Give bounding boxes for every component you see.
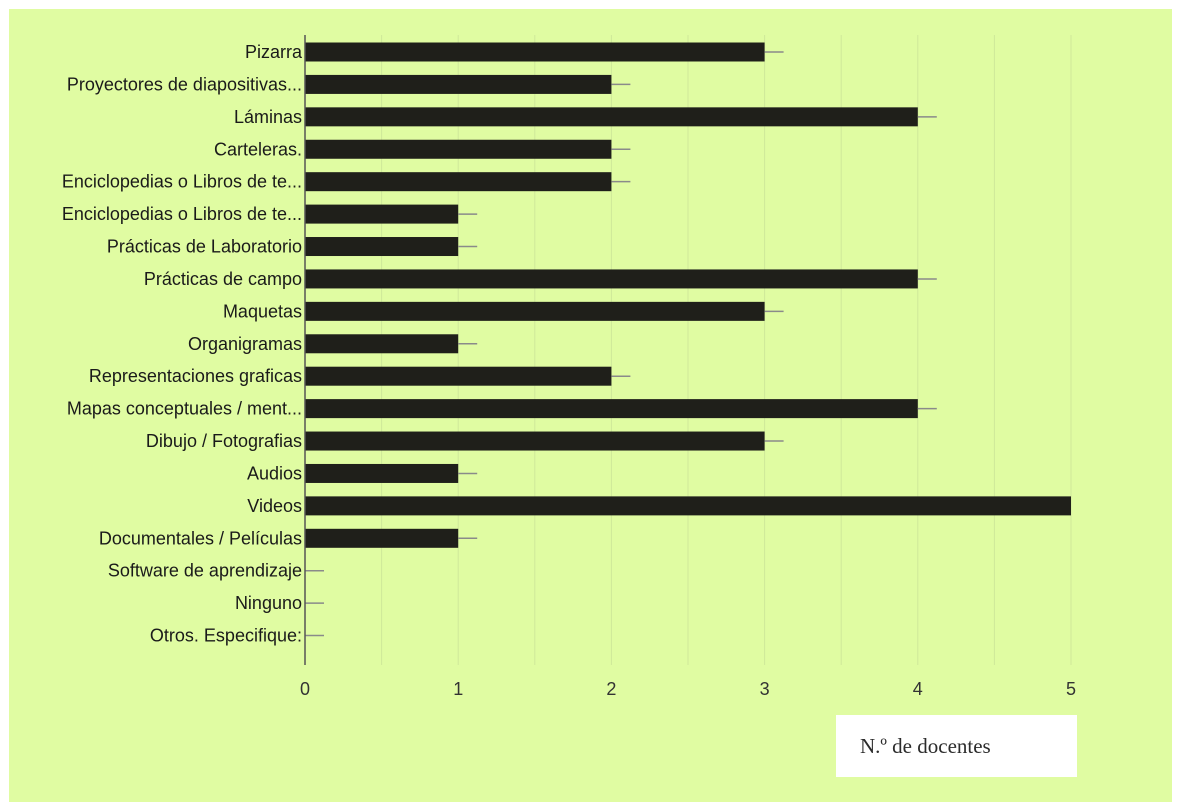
category-label: Enciclopedias o Libros de te... [62, 204, 302, 224]
category-label: Organigramas [188, 334, 302, 354]
bar [305, 431, 765, 451]
category-label: Proyectores de diapositivas... [67, 74, 302, 94]
x-tick-label: 3 [760, 679, 770, 699]
category-label: Láminas [234, 107, 302, 127]
x-tick-label: 5 [1066, 679, 1076, 699]
category-label: Maquetas [223, 301, 302, 321]
x-tick-labels: 0 1 2 3 4 5 [300, 679, 1076, 699]
category-labels: Pizarra Proyectores de diapositivas... Lám… [62, 42, 303, 646]
category-label: Prácticas de Laboratorio [107, 237, 302, 257]
bar [305, 496, 1071, 516]
category-label: Prácticas de campo [144, 269, 302, 289]
category-label: Carteleras. [214, 139, 302, 159]
bar [305, 528, 459, 548]
chart-panel: Pizarra Proyectores de diapositivas... Lám… [9, 9, 1172, 802]
category-label: Mapas conceptuales / ment... [67, 399, 302, 419]
bar [305, 204, 459, 224]
x-axis-label: N.º de docentes [836, 715, 1077, 777]
category-label: Representaciones graficas [89, 366, 302, 386]
category-label: Pizarra [245, 42, 303, 62]
category-label: Software de aprendizaje [108, 561, 302, 581]
x-tick-label: 2 [606, 679, 616, 699]
bars [305, 42, 1071, 548]
bar [305, 269, 918, 289]
grid-lines [381, 35, 1072, 665]
category-label: Otros. Especifique: [150, 626, 302, 646]
error-bars [305, 51, 937, 637]
x-tick-label: 0 [300, 679, 310, 699]
bar [305, 42, 765, 62]
bar [305, 399, 918, 419]
category-label: Enciclopedias o Libros de te... [62, 172, 302, 192]
bar [305, 107, 918, 127]
x-tick-label: 4 [913, 679, 923, 699]
bar [305, 334, 459, 354]
bar [305, 139, 612, 159]
category-label: Videos [247, 496, 302, 516]
bar [305, 366, 612, 386]
bar [305, 463, 459, 483]
category-label: Audios [247, 463, 302, 483]
x-tick-label: 1 [453, 679, 463, 699]
category-label: Dibujo / Fotografias [146, 431, 302, 451]
bar [305, 172, 612, 192]
bar [305, 74, 612, 94]
category-label: Documentales / Películas [99, 528, 302, 548]
bar [305, 301, 765, 321]
bar-chart: Pizarra Proyectores de diapositivas... Lám… [62, 35, 1076, 699]
category-label: Ninguno [235, 593, 302, 613]
bar [305, 237, 459, 257]
